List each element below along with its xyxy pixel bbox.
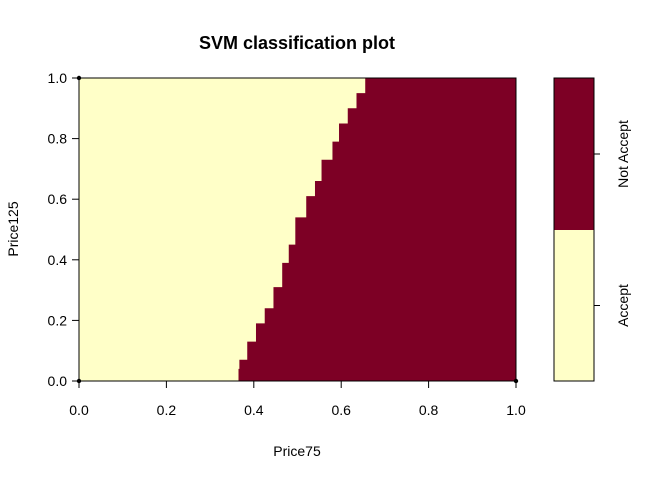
x-tick-label: 0.4 <box>244 402 264 418</box>
not-accept-region <box>238 78 516 381</box>
plot-area <box>78 77 517 382</box>
y-tick-label: 0.2 <box>48 312 68 328</box>
legend-label-not-accept: Not Accept <box>615 120 631 188</box>
y-axis-label: Price125 <box>5 201 21 256</box>
support-vector-point <box>513 378 519 384</box>
legend-accept-swatch <box>554 230 594 381</box>
x-tick-label: 0.2 <box>157 402 177 418</box>
legend-not-accept-swatch <box>554 78 594 230</box>
y-tick-label: 0.0 <box>48 373 68 389</box>
x-axis: 0.0 0.2 0.4 0.6 0.8 1.0 <box>69 380 526 418</box>
legend-frame <box>553 77 595 382</box>
y-tick-label: 1.0 <box>48 70 68 86</box>
support-vectors <box>76 75 519 384</box>
y-axis: 0.0 0.2 0.4 0.6 0.8 1.0 <box>48 70 80 389</box>
x-tick-label: 1.0 <box>506 402 526 418</box>
class-legend: Not Accept Accept <box>553 77 631 382</box>
x-tick-label: 0.6 <box>331 402 351 418</box>
y-tick-label: 0.4 <box>48 252 68 268</box>
y-tick-label: 0.6 <box>48 191 68 207</box>
chart-title: SVM classification plot <box>199 33 395 53</box>
x-tick-label: 0.0 <box>69 402 89 418</box>
legend-label-accept: Accept <box>615 284 631 327</box>
support-vector-point <box>76 378 82 384</box>
y-tick-label: 0.8 <box>48 131 68 147</box>
x-tick-label: 0.8 <box>419 402 439 418</box>
x-axis-label: Price75 <box>273 443 321 459</box>
support-vector-point <box>76 75 82 81</box>
